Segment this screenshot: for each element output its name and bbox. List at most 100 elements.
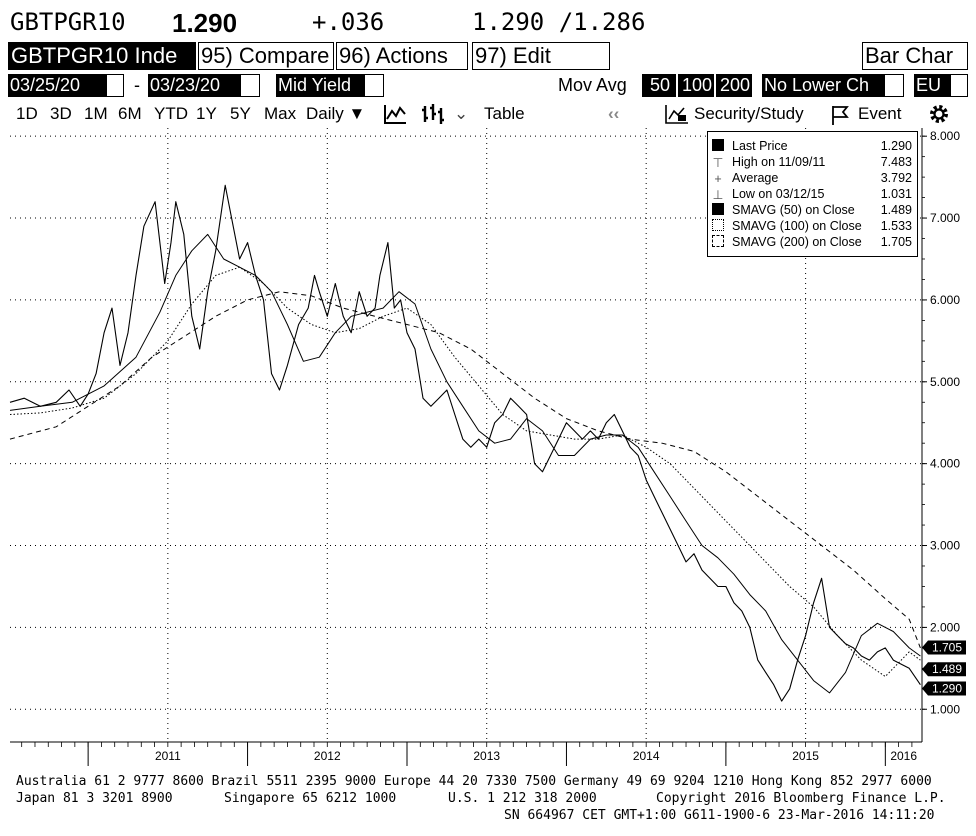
period-3d[interactable]: 3D bbox=[50, 104, 72, 123]
x-tick-label: 2011 bbox=[155, 749, 181, 763]
price-tag-label: 1.290 bbox=[932, 682, 962, 696]
edit-button[interactable]: 97) Edit bbox=[472, 42, 610, 70]
price-tag-label: 1.489 bbox=[932, 662, 962, 676]
filled-square-icon bbox=[712, 203, 724, 215]
lower-chart-dropdown[interactable] bbox=[884, 74, 904, 97]
x-tick-label: 2012 bbox=[314, 749, 341, 763]
legend-value: 1.533 bbox=[880, 219, 912, 233]
period-bar: 1D 3D 1M 6M YTD 1Y 5Y Max Daily ▼ ⌄ Tabl… bbox=[8, 102, 970, 128]
legend-label: Low on 03/12/15 bbox=[732, 187, 825, 201]
period-max[interactable]: Max bbox=[264, 104, 297, 123]
end-date-picker[interactable] bbox=[240, 74, 260, 97]
date-separator: - bbox=[134, 75, 140, 95]
footer-contacts: Australia 61 2 9777 8600 Brazil 5511 239… bbox=[16, 774, 932, 789]
bar-chart-icon[interactable] bbox=[420, 102, 446, 126]
region-selector[interactable]: EU bbox=[914, 74, 950, 97]
legend-average: + Average 3.792 bbox=[712, 170, 916, 186]
y-tick-label: 8.000 bbox=[930, 129, 960, 143]
y-tick-label: 3.000 bbox=[930, 539, 960, 553]
legend-label: Average bbox=[732, 171, 779, 185]
dotted-square-icon bbox=[712, 219, 724, 231]
legend-value: 1.489 bbox=[880, 203, 912, 217]
period-ytd[interactable]: YTD bbox=[154, 104, 188, 123]
legend-high: ⊤ High on 11/09/11 7.483 bbox=[712, 154, 916, 170]
last-price: 1.290 bbox=[172, 8, 238, 38]
period-1y[interactable]: 1Y bbox=[196, 104, 217, 123]
security-study-button[interactable]: Security/Study bbox=[694, 104, 804, 123]
field-selector[interactable]: Mid Yield bbox=[276, 74, 364, 97]
price-tags: 1.705 1.489 1.290 bbox=[922, 640, 966, 696]
chevron-down-icon: ▼ bbox=[348, 104, 366, 123]
price-change: +.036 bbox=[312, 8, 385, 36]
low-marker-icon: ⊥ bbox=[712, 188, 724, 202]
price-tag bbox=[922, 662, 966, 677]
y-tick-label: 7.000 bbox=[930, 211, 960, 225]
legend-label: SMAVG (100) on Close bbox=[732, 219, 862, 233]
footer-singapore: Singapore 65 6212 1000 bbox=[224, 791, 397, 806]
period-1m[interactable]: 1M bbox=[84, 104, 108, 123]
chart-style-chevron-icon[interactable]: ⌄ bbox=[454, 104, 469, 123]
y-tick-label: 4.000 bbox=[930, 457, 960, 471]
mov-avg-label: Mov Avg bbox=[558, 75, 627, 95]
ma-50-button[interactable]: 50 bbox=[642, 74, 676, 97]
footer-us: U.S. 1 212 318 2000 bbox=[448, 791, 597, 806]
legend-value: 1.290 bbox=[880, 139, 912, 153]
legend-label: SMAVG (50) on Close bbox=[732, 203, 855, 217]
frequency-selector[interactable]: Daily ▼ bbox=[306, 104, 365, 124]
legend-value: 3.792 bbox=[880, 171, 912, 185]
y-tick-label: 6.000 bbox=[930, 293, 960, 307]
period-6m[interactable]: 6M bbox=[118, 104, 142, 123]
legend-sma200: SMAVG (200) on Close 1.705 bbox=[712, 234, 916, 250]
filled-square-icon bbox=[712, 139, 724, 151]
footer-copyright: Copyright 2016 Bloomberg Finance L.P. bbox=[656, 791, 946, 806]
chart-legend[interactable]: Last Price 1.290 ⊤ High on 11/09/11 7.483 +… bbox=[707, 131, 918, 257]
x-axis: 2011 2012 2013 2014 2015 2016 bbox=[21, 742, 917, 766]
x-tick-label: 2013 bbox=[473, 749, 500, 763]
event-button[interactable]: Event bbox=[858, 104, 902, 123]
legend-last-price: Last Price 1.290 bbox=[712, 138, 916, 154]
average-marker-icon: + bbox=[714, 172, 722, 186]
chart-type-button[interactable]: Bar Char bbox=[862, 42, 968, 70]
legend-value: 1.031 bbox=[880, 187, 912, 201]
series-last-price bbox=[9, 184, 921, 702]
period-1d[interactable]: 1D bbox=[16, 104, 38, 123]
quote-header: GBTPGR10 1.290 +.036 1.290 /1.286 bbox=[10, 8, 970, 38]
dashed-square-icon bbox=[712, 235, 724, 247]
ma-200-button[interactable]: 200 bbox=[716, 74, 752, 97]
ma-100-button[interactable]: 100 bbox=[678, 74, 714, 97]
legend-label: SMAVG (200) on Close bbox=[732, 235, 862, 249]
legend-label: High on 11/09/11 bbox=[732, 155, 826, 169]
security-study-icon bbox=[665, 105, 688, 124]
price-tag bbox=[922, 681, 966, 696]
y-tick-label: 2.000 bbox=[930, 620, 960, 634]
gear-icon[interactable] bbox=[928, 103, 950, 125]
legend-sma50: SMAVG (50) on Close 1.489 bbox=[712, 202, 916, 218]
legend-label: Last Price bbox=[732, 139, 788, 153]
y-tick-label: 1.000 bbox=[930, 702, 960, 716]
lower-chart-selector[interactable]: No Lower Ch bbox=[762, 74, 884, 97]
period-5y[interactable]: 5Y bbox=[230, 104, 251, 123]
region-dropdown[interactable] bbox=[950, 74, 968, 97]
line-chart-icon[interactable] bbox=[382, 102, 408, 126]
end-date-field[interactable]: 03/23/20 bbox=[148, 74, 240, 97]
actions-button[interactable]: 96) Actions bbox=[336, 42, 468, 70]
legend-value: 7.483 bbox=[880, 155, 912, 169]
compare-button[interactable]: 95) Compare bbox=[198, 42, 334, 70]
security-field[interactable]: GBTPGR10 Inde bbox=[8, 42, 196, 70]
high-marker-icon: ⊤ bbox=[712, 156, 724, 170]
series-sma200 bbox=[9, 291, 921, 649]
y-axis: 1.000 2.000 3.000 4.000 5.000 6.000 7.000 8.000 bbox=[922, 129, 960, 716]
series-sma100 bbox=[9, 266, 921, 677]
table-button[interactable]: Table bbox=[484, 104, 525, 123]
start-date-field[interactable]: 03/25/20 bbox=[8, 74, 106, 97]
collapse-icon[interactable]: ‹‹ bbox=[608, 104, 620, 123]
field-dropdown[interactable] bbox=[364, 74, 384, 97]
x-tick-label: 2015 bbox=[792, 749, 819, 763]
frequency-label: Daily bbox=[306, 104, 344, 123]
toolbar: GBTPGR10 Inde 95) Compare 96) Actions 97… bbox=[8, 42, 970, 70]
event-flag-icon bbox=[832, 106, 849, 125]
x-tick-label: 2016 bbox=[890, 749, 917, 763]
start-date-picker[interactable] bbox=[106, 74, 124, 97]
legend-low: ⊥ Low on 03/12/15 1.031 bbox=[712, 186, 916, 202]
chart-series bbox=[9, 184, 921, 702]
